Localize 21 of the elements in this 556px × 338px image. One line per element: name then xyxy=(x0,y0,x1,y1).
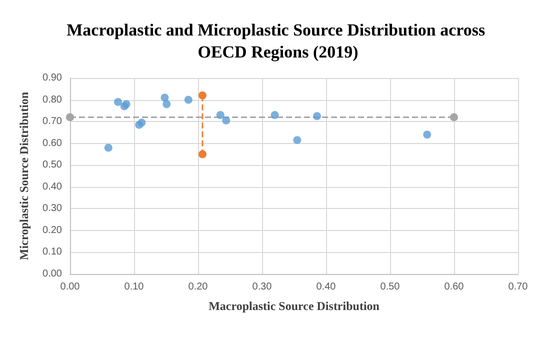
y-tick-label: 0.70 xyxy=(42,116,62,128)
y-axis-title: Microplastic Source Distribution xyxy=(17,92,31,260)
x-tick-label: 0.40 xyxy=(316,282,336,292)
x-tick-label: 0.60 xyxy=(444,282,464,292)
x-tick-label: 0.70 xyxy=(508,282,528,292)
x-tick-label: 0.20 xyxy=(188,282,208,292)
x-axis-title: Macroplastic Source Distribution xyxy=(208,299,380,313)
y-tick-label: 0.90 xyxy=(42,72,62,84)
y-tick-label: 0.60 xyxy=(42,138,62,149)
y-tick-label: 0.00 xyxy=(42,268,62,280)
x-tick-label: 0.30 xyxy=(252,282,272,292)
y-tick-label: 0.50 xyxy=(42,160,62,171)
x-tick-label: 0.00 xyxy=(60,282,80,292)
chart-title: Macroplastic and Microplastic Source Distribution across OECD Regions (2019) xyxy=(66,20,490,62)
y-tick-label: 0.80 xyxy=(42,94,62,106)
y-tick-label: 0.10 xyxy=(42,246,62,258)
y-tick-label: 0.40 xyxy=(42,181,62,192)
y-tick-label: 0.30 xyxy=(42,203,62,214)
x-tick-label: 0.50 xyxy=(380,282,400,292)
y-tick-label: 0.20 xyxy=(42,224,62,236)
x-tick-label: 0.10 xyxy=(124,282,144,292)
